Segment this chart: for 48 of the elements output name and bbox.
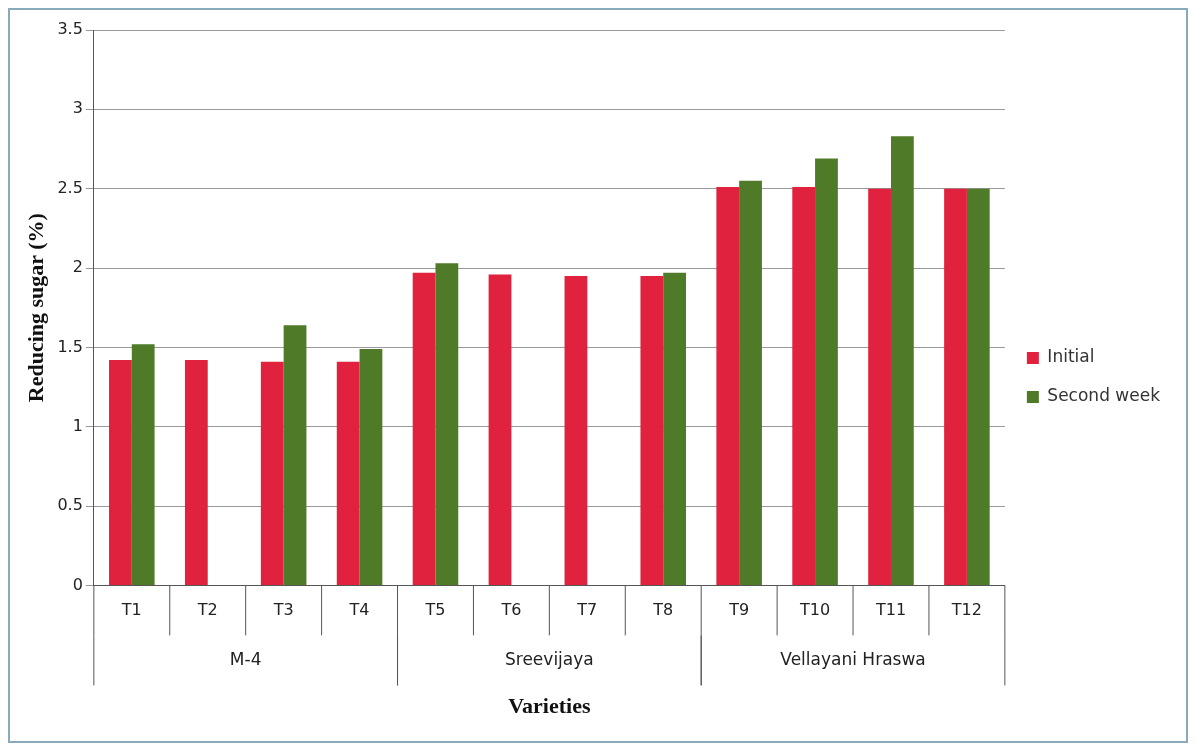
x-tick-label: T5 — [424, 600, 446, 620]
x-tick-label: T9 — [728, 600, 750, 620]
bar — [109, 360, 132, 585]
x-tick-label: T2 — [196, 600, 218, 620]
bar — [792, 187, 816, 585]
y-tick-label: 1.5 — [57, 336, 83, 356]
bar — [435, 263, 459, 585]
text: Sreevijaya — [504, 648, 594, 669]
x-tick-label: T12 — [950, 600, 982, 620]
bar — [359, 348, 383, 585]
x-tick-label: T4 — [348, 600, 370, 620]
bar — [131, 344, 155, 585]
bar — [564, 275, 588, 585]
y-tick-label: 2.5 — [57, 177, 83, 197]
y-tick-label: 0.5 — [57, 495, 83, 515]
bar — [815, 158, 838, 585]
x-tick-label: T1 — [120, 600, 142, 620]
bar — [663, 272, 687, 585]
bar — [260, 361, 284, 585]
bar — [283, 325, 307, 585]
bar — [488, 274, 512, 585]
y-tick-label: 2 — [72, 257, 83, 277]
x-tick-label: T8 — [652, 600, 674, 620]
y-axis-title: Reducing sugar (%) — [22, 213, 48, 403]
y-tick-label: 3 — [72, 98, 83, 118]
bar — [412, 272, 436, 585]
bar — [716, 187, 740, 585]
bar — [336, 361, 360, 585]
bar — [966, 188, 990, 585]
y-tick-label: 3.5 — [57, 19, 83, 39]
legend-label: Initial — [1047, 346, 1095, 367]
bar — [184, 360, 208, 585]
y-tick-label: 1 — [72, 415, 83, 435]
x-tick-label: T10 — [799, 600, 831, 620]
x-axis-title: Varieties — [508, 693, 591, 719]
text: M-4 — [229, 648, 262, 669]
bar — [890, 136, 914, 585]
x-tick-label: T7 — [576, 600, 598, 620]
x-tick-label: T3 — [272, 600, 294, 620]
text: Vellayani Hraswa — [780, 648, 926, 669]
bar — [944, 188, 967, 585]
y-tick-label: 0 — [72, 574, 83, 594]
bar — [640, 275, 664, 585]
x-tick-label: T6 — [500, 600, 522, 620]
legend-label: Second week — [1047, 385, 1161, 406]
bar — [868, 188, 891, 585]
x-tick-label: T11 — [874, 600, 907, 620]
bar — [739, 180, 762, 585]
